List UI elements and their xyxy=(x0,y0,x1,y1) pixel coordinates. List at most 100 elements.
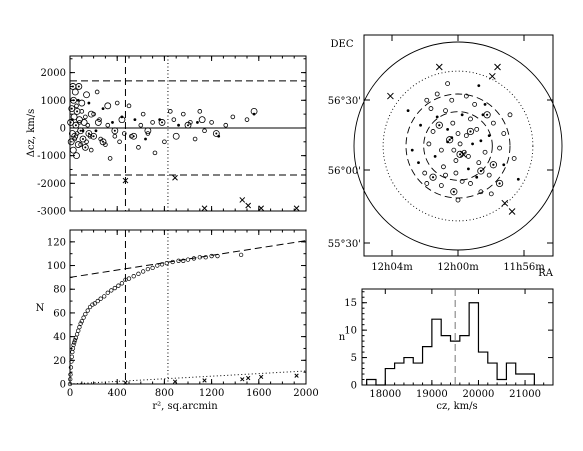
dcz-member-point xyxy=(121,131,127,136)
dcz-bright-member-point xyxy=(68,105,76,112)
dcz-bright-member-point xyxy=(78,99,86,107)
cumulative-member-point xyxy=(150,265,155,271)
cumulative-member-point xyxy=(76,328,81,333)
sky-y-axis-label: DEC xyxy=(331,39,354,50)
dcz-y-tick-label: -1000 xyxy=(37,151,66,162)
dcz-member-point xyxy=(117,139,122,145)
dcz-member-point xyxy=(94,89,100,95)
cumulative-member-point xyxy=(87,304,93,310)
sky-galaxy xyxy=(443,172,448,178)
cumulative-x-axis-label: r², sq.arcmin xyxy=(152,401,218,412)
sky-bright-galaxy-core xyxy=(438,124,441,127)
cumulative-member-point xyxy=(68,377,73,382)
sky-ticks: 12h04m 12h00m 11h56m 56°30' 56°00' 55°30' xyxy=(328,35,553,273)
dcz-bright-member-point xyxy=(73,152,80,160)
cumulative-member-point xyxy=(141,269,146,274)
cumulative-member-point xyxy=(131,274,136,279)
cumulative-member-point xyxy=(72,338,78,343)
sky-bright-galaxy xyxy=(429,173,437,181)
cumulative-member-point xyxy=(215,253,220,259)
sky-ra-tick-label: 12h04m xyxy=(371,262,413,273)
cumulative-member-point xyxy=(85,308,90,313)
sky-galaxy xyxy=(487,134,491,138)
sky-galaxy xyxy=(476,160,482,166)
dcz-bright-member-point xyxy=(118,116,126,124)
sky-nonmember-cross xyxy=(494,63,501,71)
sky-bright-galaxy-core xyxy=(431,176,435,179)
histogram-frame xyxy=(361,288,554,386)
sky-galaxy xyxy=(463,133,469,139)
cumulative-member-point xyxy=(74,332,80,337)
sky-nonmember-cross xyxy=(435,63,443,71)
sky-galaxy xyxy=(465,153,471,159)
sky-galaxy xyxy=(502,163,506,167)
sky-galaxy xyxy=(438,183,444,188)
histogram-bar xyxy=(423,347,432,385)
sky-bright-galaxy-core xyxy=(479,169,482,173)
sky-bright-galaxy xyxy=(489,161,497,169)
histogram-y-tick-label: 5 xyxy=(351,353,357,364)
dcz-panel: -3000 -2000 -1000 0 1000 2000 Δcz, km/s xyxy=(26,55,307,218)
sky-aperture-circle xyxy=(382,70,534,222)
dcz-bright-member-point xyxy=(80,119,88,126)
dcz-bright-member-core xyxy=(161,121,164,124)
dcz-bright-member-point xyxy=(77,127,85,135)
sky-nonmember-cross xyxy=(488,72,496,80)
sky-ra-tick-label: 12h00m xyxy=(437,262,479,273)
dcz-bright-member-point xyxy=(74,141,82,148)
cumulative-member-point xyxy=(197,255,202,260)
dcz-bright-member-core xyxy=(70,107,73,110)
cumulative-member-point xyxy=(102,294,107,299)
dcz-member-point xyxy=(83,114,88,120)
dcz-nonmember-cross xyxy=(258,205,265,212)
sky-galaxy xyxy=(428,106,434,111)
dcz-member-point xyxy=(217,134,221,138)
dcz-y-tick-label: -2000 xyxy=(37,179,66,190)
cumulative-x-tick-label: 1600 xyxy=(246,388,271,399)
sky-galaxy xyxy=(497,145,503,151)
cumulative-member-point xyxy=(68,372,73,377)
dcz-member-point xyxy=(88,147,94,153)
dcz-bright-member-core xyxy=(69,121,72,124)
cumulative-background-fit-dotted xyxy=(69,370,307,385)
cumulative-nonmember-point xyxy=(240,377,245,382)
dcz-member-point xyxy=(158,118,162,122)
dcz-nonmember-cross xyxy=(293,205,300,212)
dcz-bright-member-point xyxy=(73,107,81,115)
cumulative-nonmember-point xyxy=(294,373,299,378)
cumulative-member-point xyxy=(78,321,83,326)
cumulative-nonmember-point xyxy=(123,380,128,385)
dcz-bright-member-core xyxy=(74,124,77,127)
cumulative-member-point xyxy=(77,324,82,330)
dcz-member-point xyxy=(202,128,207,134)
cumulative-y-tick-label: 120 xyxy=(47,237,66,248)
histogram-bar xyxy=(478,352,487,385)
cumulative-member-point xyxy=(145,266,151,272)
dcz-member-point xyxy=(101,107,105,110)
sky-bright-galaxy xyxy=(483,111,491,119)
sky-nonmember-cross xyxy=(387,92,394,100)
sky-galaxy xyxy=(449,97,455,103)
cumulative-member-point xyxy=(72,340,77,345)
histogram-y-axis-label: n xyxy=(339,332,346,343)
cumulative-member-point xyxy=(185,257,191,262)
histogram-bar xyxy=(385,369,394,385)
cumulative-member-point xyxy=(67,381,73,387)
sky-galaxy xyxy=(460,113,464,117)
dcz-member-point xyxy=(244,117,250,122)
sky-bright-galaxy-core xyxy=(452,190,455,193)
cumulative-y-tick-label: 20 xyxy=(53,356,66,367)
dcz-bright-member-core xyxy=(92,135,95,138)
cumulative-x-tick-label: 1200 xyxy=(199,388,224,399)
histogram-x-tick-label: 19000 xyxy=(416,389,448,400)
dcz-bright-member-core xyxy=(77,85,80,88)
sky-galaxy xyxy=(453,158,459,163)
sky-bright-galaxy xyxy=(450,188,458,196)
cumulative-nonmember-point xyxy=(246,375,251,381)
histogram-ticks: 0 5 10 15 18000 19000 20000 21000 xyxy=(344,289,554,400)
cumulative-background-fit-dashed xyxy=(69,240,307,278)
sky-galaxy xyxy=(488,191,494,197)
sky-galaxy xyxy=(419,123,422,127)
sky-bright-galaxy-core xyxy=(448,138,451,141)
sky-ra-tick-label: 11h56m xyxy=(503,262,545,273)
